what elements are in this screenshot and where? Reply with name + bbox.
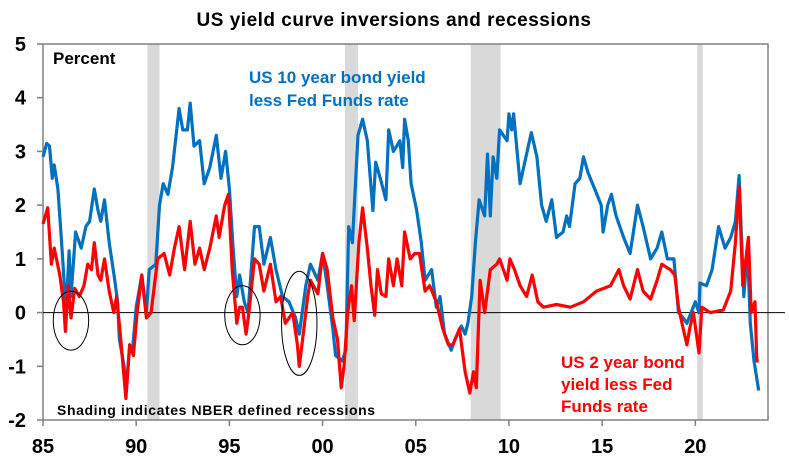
y-tick-label: -1	[8, 356, 26, 378]
x-tick-label: 20	[684, 436, 706, 458]
chart-title: US yield curve inversions and recessions	[197, 10, 592, 31]
y-tick-label: 0	[15, 303, 26, 325]
recession-note: Shading indicates NBER defined recession…	[57, 402, 376, 418]
y-tick-label: 3	[15, 141, 26, 163]
legend-2y-line-3: Funds rate	[561, 397, 648, 416]
x-tick-label: 05	[405, 436, 427, 458]
plot-frame	[42, 43, 769, 421]
y-tick-label: 5	[15, 34, 26, 56]
y-axis-label: Percent	[53, 49, 116, 68]
legend-10y-line-1: US 10 year bond yield	[249, 68, 426, 87]
series-line-2y-spread	[41, 184, 759, 401]
y-tick-label: 1	[15, 249, 26, 271]
y-tick-label: 2	[15, 195, 26, 217]
series-lines-group	[41, 101, 761, 401]
recession-shading-group	[147, 44, 703, 420]
y-tick-label: -2	[8, 410, 26, 432]
y-tick-label: 4	[15, 88, 27, 110]
legend-2y-line-2: yield less Fed	[561, 375, 673, 394]
inversion-circle	[281, 270, 318, 376]
x-tick-label: 15	[591, 436, 613, 458]
inversion-circle	[224, 285, 261, 346]
x-tick-label: 00	[311, 436, 333, 458]
recession-shade	[697, 44, 703, 420]
inversion-circle	[52, 290, 90, 351]
x-tick-label: 10	[498, 436, 520, 458]
x-tick-label: 85	[32, 436, 54, 458]
legend-2y-line-1: US 2 year bond	[561, 353, 685, 372]
x-tick-label: 90	[125, 436, 147, 458]
inversion-circles-group	[52, 270, 318, 376]
x-tick-label: 95	[218, 436, 240, 458]
legend-10y-line-2: less Fed Funds rate	[249, 91, 409, 110]
recession-shade	[147, 44, 160, 420]
